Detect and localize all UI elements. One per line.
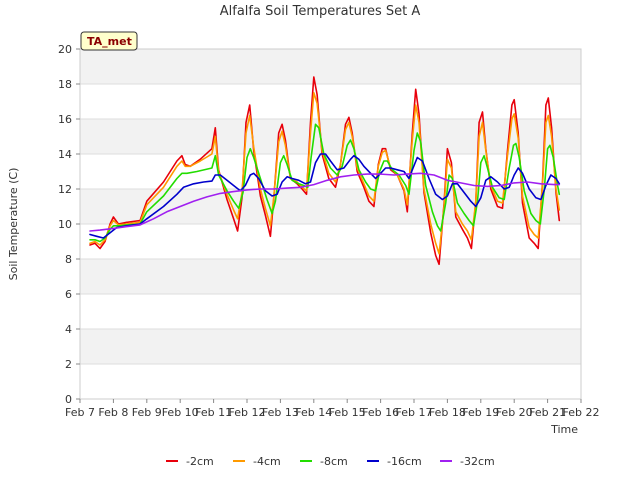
y-tick-label: 10 (58, 218, 72, 231)
y-tick-label: 16 (58, 113, 72, 126)
x-tick-label: Feb 20 (496, 406, 533, 419)
series-line (89, 92, 561, 255)
badge-box (80, 31, 138, 51)
x-tick-label: Feb 19 (462, 406, 499, 419)
chart-title: Alfalfa Soil Temperatures Set A (220, 4, 421, 19)
grid-band (80, 329, 581, 364)
x-tick-label: Feb 9 (132, 406, 162, 419)
x-tick-label: Feb 22 (563, 406, 600, 419)
x-tick-label: Feb 21 (529, 406, 566, 419)
x-tick-label: Feb 10 (162, 406, 199, 419)
grid-band (80, 49, 581, 84)
y-tick-label: 20 (58, 43, 72, 56)
y-tick-label: 18 (58, 78, 72, 91)
x-tick-label: Feb 12 (229, 406, 266, 419)
x-tick-label: Feb 18 (429, 406, 466, 419)
legend-label: -4cm (253, 455, 281, 468)
x-tick-label: Feb 11 (195, 406, 232, 419)
x-tick-label: Feb 7 (65, 406, 95, 419)
grid-band (80, 259, 581, 294)
legend-label: -2cm (186, 455, 214, 468)
x-tick-label: Feb 8 (98, 406, 128, 419)
legend-label: -32cm (460, 455, 495, 468)
grid-band (80, 84, 581, 119)
badge-label: TA_met (87, 35, 132, 48)
series-line (89, 76, 561, 266)
y-tick-label: 4 (65, 323, 72, 336)
y-axis-ticks: 0 2 4 6 8 10 12 14 16 18 20 (58, 43, 80, 406)
x-tick-label: Feb 14 (295, 406, 332, 419)
grid-band (80, 224, 581, 259)
x-tick-label: Feb 13 (262, 406, 299, 419)
grid-band (80, 364, 581, 399)
y-axis-label: Soil Temperature (C) (7, 168, 20, 281)
series-line (89, 172, 561, 232)
y-tick-label: 0 (65, 393, 72, 406)
station-badge: TA_met (80, 31, 138, 51)
x-tick-label: Feb 17 (396, 406, 433, 419)
y-tick-label: 14 (58, 148, 72, 161)
y-tick-label: 12 (58, 183, 72, 196)
y-tick-label: 2 (65, 358, 72, 371)
grid-band (80, 119, 581, 154)
series-line (89, 153, 561, 239)
x-tick-label: Feb 16 (362, 406, 399, 419)
series-lines (89, 76, 561, 266)
y-tick-label: 6 (65, 288, 72, 301)
legend-label: -8cm (320, 455, 348, 468)
grid-band (80, 294, 581, 329)
legend-label: -16cm (387, 455, 422, 468)
y-tick-label: 8 (65, 253, 72, 266)
x-tick-label: Feb 15 (329, 406, 366, 419)
series-line (89, 123, 561, 243)
x-axis-label: Time (550, 423, 578, 436)
legend: -2cm -4cm -8cm -16cm -32cm (166, 455, 495, 468)
